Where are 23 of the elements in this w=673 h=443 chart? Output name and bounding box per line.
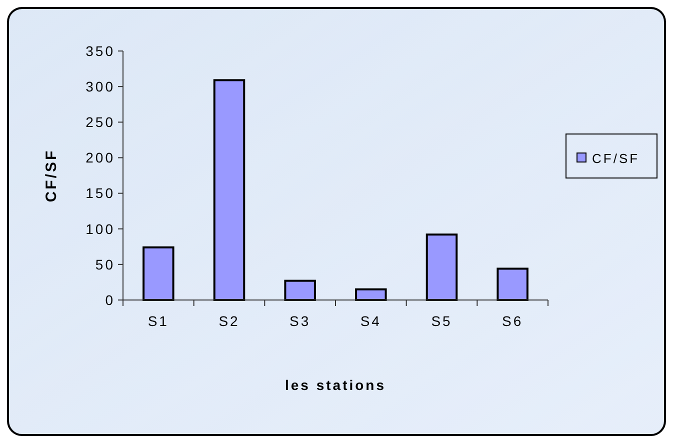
y-tick-label: 250 bbox=[86, 114, 115, 130]
x-tick-label: S2 bbox=[218, 313, 240, 329]
legend-label: CF/SF bbox=[592, 151, 640, 166]
bar bbox=[213, 79, 246, 301]
x-tick-label: S3 bbox=[290, 313, 311, 329]
x-tick-label: S4 bbox=[360, 313, 382, 329]
y-tick-label: 150 bbox=[86, 185, 115, 202]
y-tick-label: 350 bbox=[86, 42, 115, 59]
y-tick-label: 200 bbox=[86, 150, 115, 166]
bar bbox=[426, 234, 458, 301]
x-tick-label: S1 bbox=[148, 313, 169, 329]
y-axis-title: CF/SF bbox=[43, 148, 60, 202]
bar bbox=[355, 288, 387, 301]
bar bbox=[496, 268, 528, 301]
y-tick-label: 100 bbox=[86, 220, 115, 237]
x-axis-title: les stations bbox=[284, 377, 386, 393]
bar bbox=[284, 280, 316, 301]
bar bbox=[142, 246, 174, 301]
y-tick-label: 50 bbox=[95, 256, 115, 272]
x-tick-label: S6 bbox=[502, 313, 524, 329]
y-tick-label: 300 bbox=[86, 78, 115, 94]
x-tick-label: S5 bbox=[431, 313, 452, 329]
y-tick-label: 0 bbox=[105, 292, 115, 308]
